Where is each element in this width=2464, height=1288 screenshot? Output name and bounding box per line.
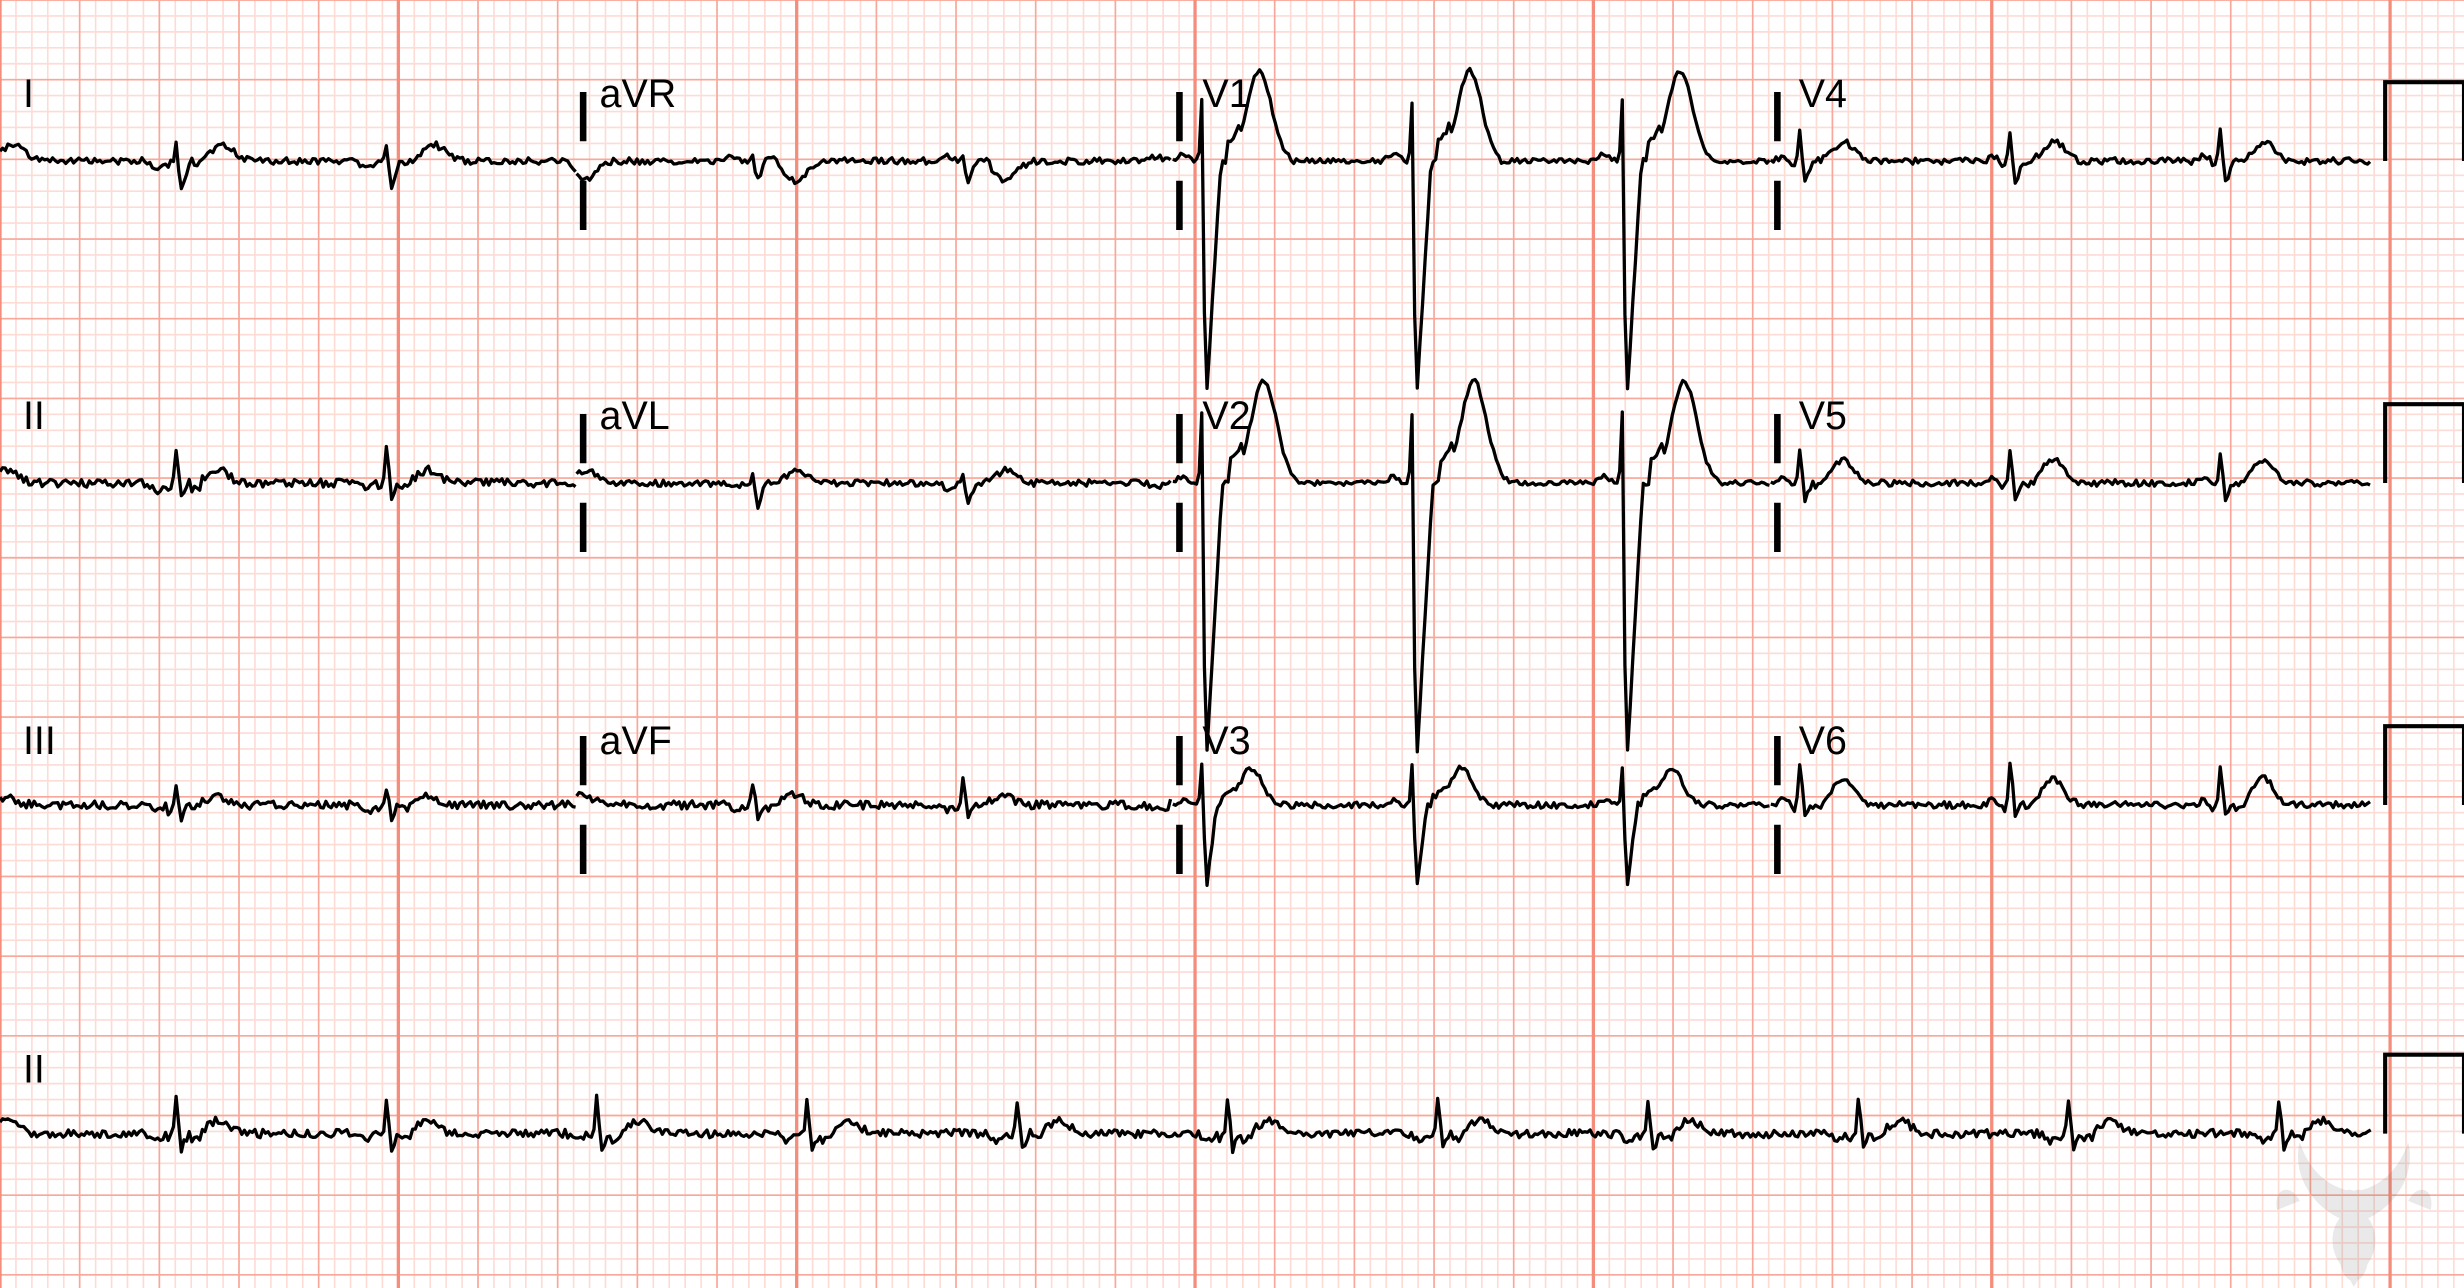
lead-label-II: II (23, 394, 45, 438)
lead-label-V4: V4 (1799, 72, 1847, 116)
lead-label-V6: V6 (1799, 719, 1847, 763)
lead-label-V1: V1 (1202, 72, 1250, 116)
lead-label-II: II (23, 1048, 45, 1092)
ecg-strip: IaVR V1 V4 II aVL V2 V5 III aVF V3 V6 II (0, 0, 2464, 1288)
lead-label-V2: V2 (1202, 394, 1250, 438)
lead-label-I: I (23, 72, 34, 116)
lead-label-V3: V3 (1202, 719, 1250, 763)
lead-label-aVL: aVL (600, 394, 670, 438)
lead-label-aVR: aVR (600, 72, 677, 116)
lead-label-aVF: aVF (600, 719, 672, 763)
lead-label-V5: V5 (1799, 394, 1847, 438)
ecg-svg: IaVR V1 V4 II aVL V2 V5 III aVF V3 V6 II (0, 0, 2464, 1288)
lead-label-III: III (23, 719, 56, 763)
